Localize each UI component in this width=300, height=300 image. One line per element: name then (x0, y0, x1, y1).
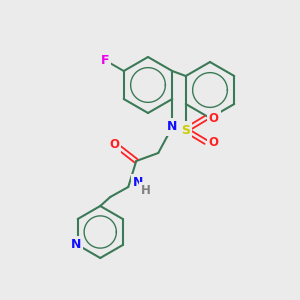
Text: F: F (100, 53, 109, 67)
Text: H: H (141, 184, 151, 197)
Text: N: N (167, 121, 177, 134)
Text: N: N (133, 176, 143, 190)
Text: S: S (181, 124, 190, 136)
Text: O: O (109, 139, 119, 152)
Text: N: N (70, 238, 81, 251)
Text: O: O (209, 136, 219, 148)
Text: O: O (209, 112, 219, 124)
